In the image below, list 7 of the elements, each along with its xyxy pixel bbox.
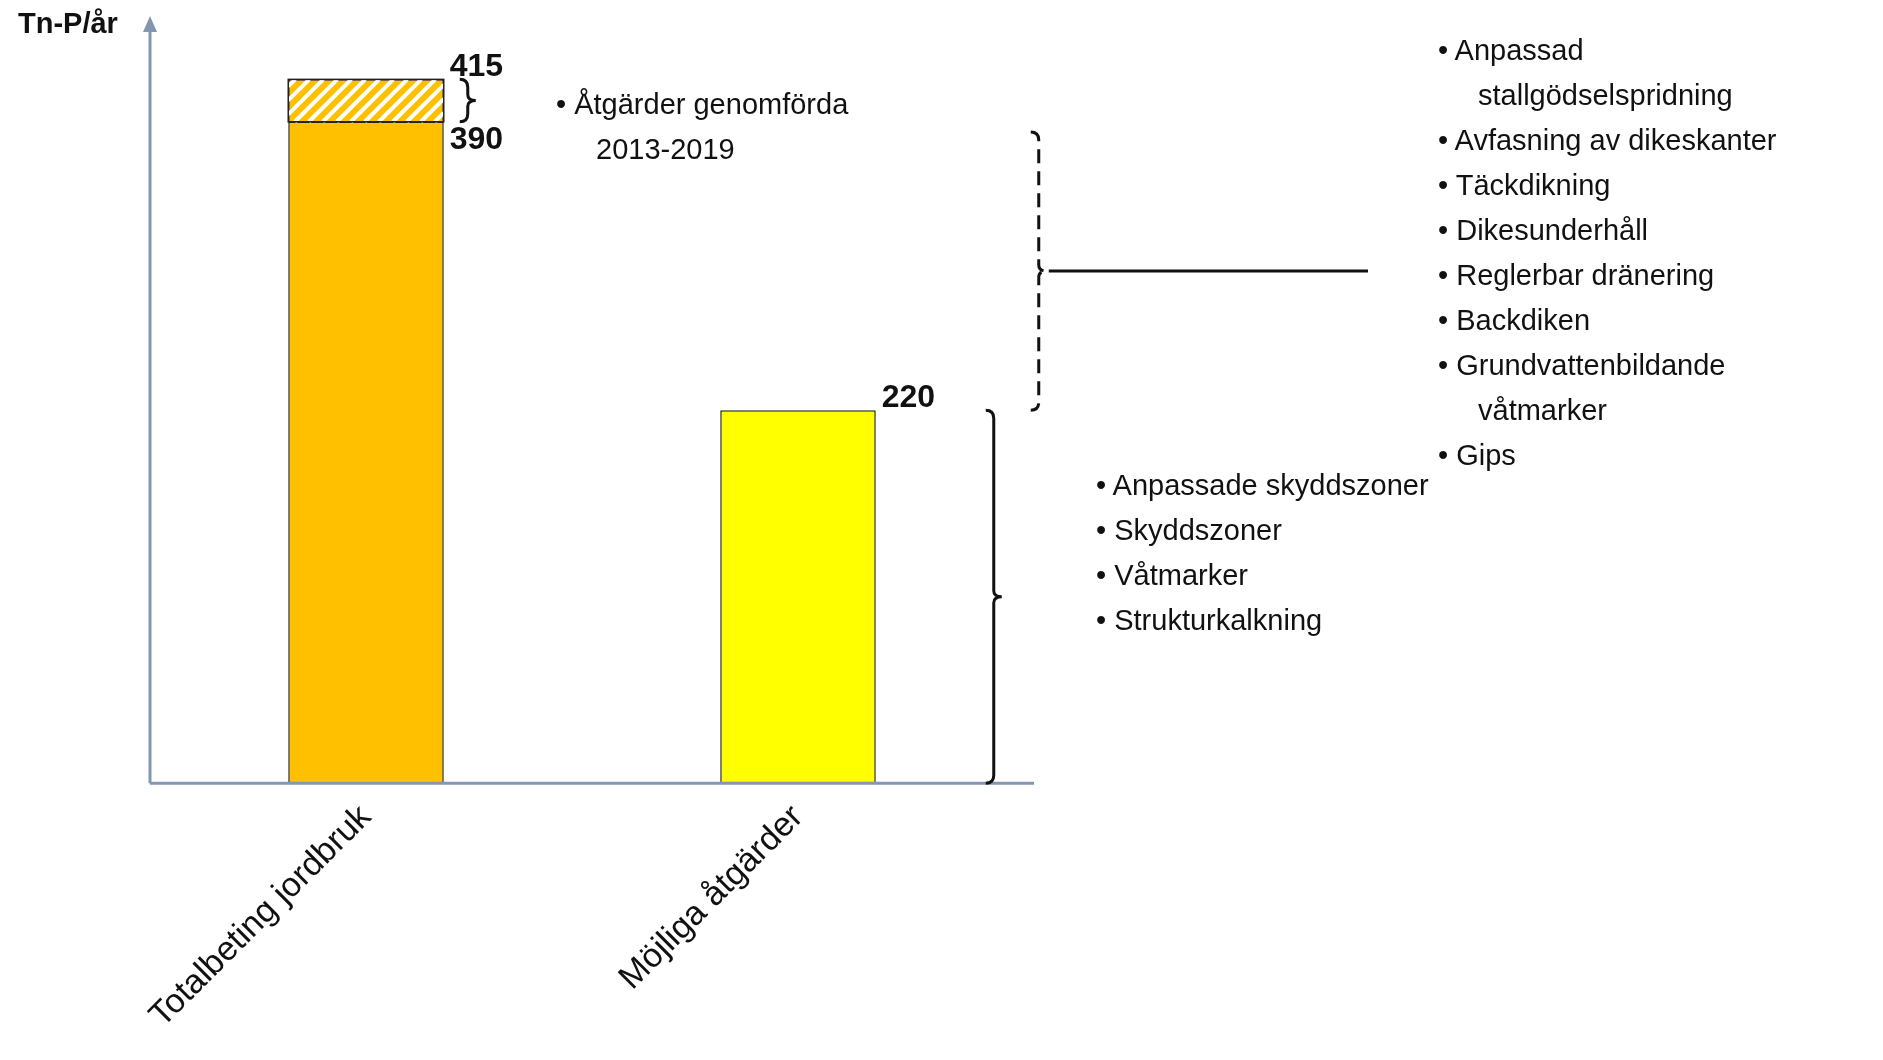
data-label: 390 bbox=[449, 119, 504, 156]
text: • Anpassade skyddszoner • Skyddszoner • Våtmarker • Strukturkalkning bbox=[1096, 469, 1430, 638]
y-axis-title: Tn-P/år bbox=[18, 6, 118, 39]
total-label: 415 bbox=[449, 47, 504, 84]
text: • Anpassad stallgödselspridning • Avfasning av dikeskanter • Täckdikning • Dikesunderhåll • Reglerbar dränering • Backdiken • Grundvattenbildande våtmarker • Gips bbox=[1438, 34, 1777, 471]
annotation: • Åtgärder genomförda 2013-2019 bbox=[556, 87, 850, 167]
total-label: 220 bbox=[881, 377, 936, 414]
